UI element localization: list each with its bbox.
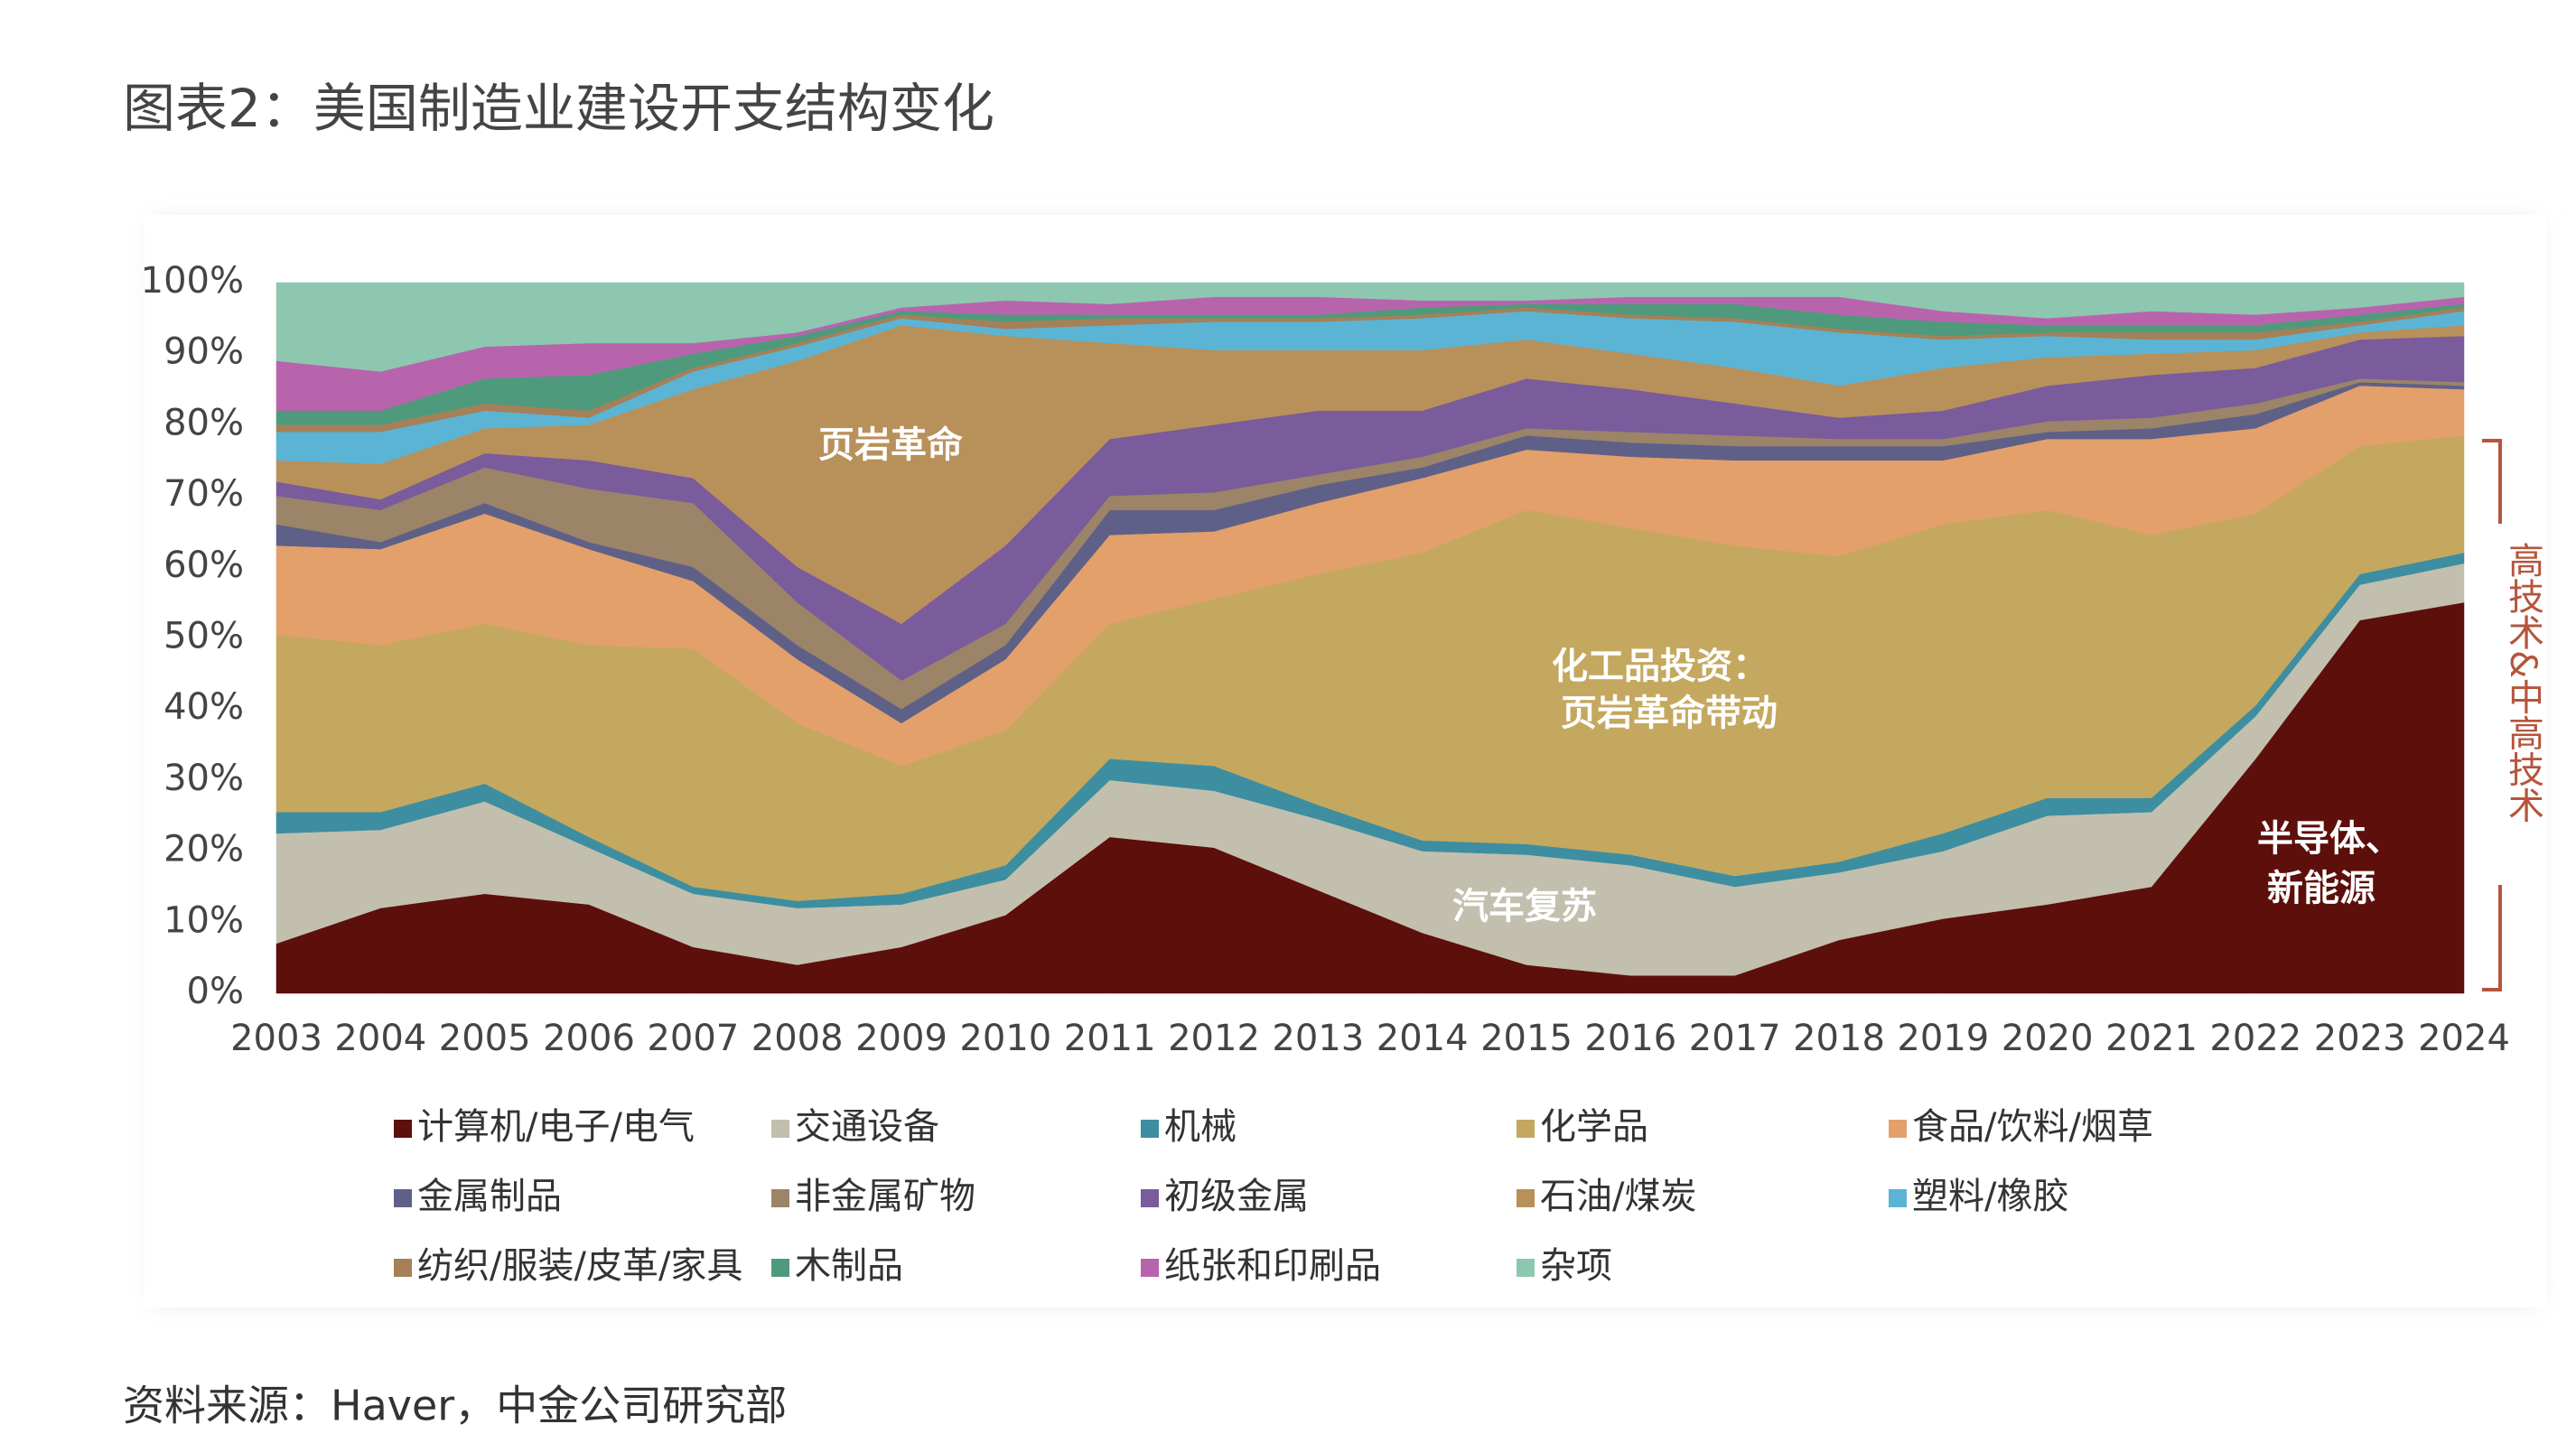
y-tick-label: 80% [163,402,244,443]
legend-swatch [1517,1189,1535,1207]
x-tick-label: 2007 [647,1018,739,1059]
chart-title: 图表2：美国制造业建设开支结构变化 [123,78,994,139]
x-tick-label: 2009 [855,1018,947,1059]
area-series [275,282,2465,372]
annotation: 化工品投资： [1552,646,1769,687]
legend-label: 交通设备 [795,1106,939,1148]
annotation: 页岩革命带动 [1561,693,1778,734]
legend-swatch [771,1259,789,1277]
source-note: 资料来源：Haver，中金公司研究部 [123,1382,787,1430]
plot-area: 0% 10% 20% 30% 40% 50% 60% 70% 80% 90% 100% 2003 200… [141,260,2543,1287]
x-tick-label: 2004 [334,1018,426,1059]
annotation: 页岩革命 [818,424,963,466]
y-tick-label: 10% [163,899,244,941]
x-tick-label: 2020 [2002,1018,2094,1059]
legend-label: 纸张和印刷品 [1164,1245,1381,1287]
legend-label: 初级金属 [1164,1176,1309,1217]
legend-swatch [394,1259,412,1277]
bracket-label: 高技术&中高技术 [2502,542,2543,823]
legend-label: 机械 [1164,1106,1237,1148]
x-tick-label: 2006 [543,1018,635,1059]
x-tick-label: 2003 [230,1018,322,1059]
legend-label: 杂项 [1540,1245,1612,1287]
x-tick-label: 2023 [2314,1018,2406,1059]
legend-label: 金属制品 [417,1176,562,1217]
annotation: 半导体、 [2257,818,2402,860]
x-tick-label: 2016 [1584,1018,1676,1059]
x-tick-label: 2017 [1689,1018,1781,1059]
x-tick-label: 2008 [751,1018,844,1059]
bracket [2482,439,2502,991]
legend-label: 计算机/电子/电气 [417,1106,695,1148]
legend-swatch [1889,1189,1907,1207]
y-tick-label: 70% [163,473,244,515]
x-tick-label: 2005 [439,1018,531,1059]
legend-label: 非金属矿物 [795,1176,975,1217]
y-tick-label: 20% [163,829,244,870]
x-tick-label: 2014 [1377,1018,1469,1059]
x-tick-label: 2013 [1272,1018,1364,1059]
legend-swatch [394,1120,412,1138]
legend-label: 纺织/服装/皮革/家具 [417,1245,742,1287]
x-tick-label: 2019 [1897,1018,1989,1059]
y-tick-label: 50% [163,616,244,657]
x-tick-label: 2012 [1168,1018,1260,1059]
y-tick-label: 0% [187,971,244,1012]
y-tick-label: 100% [141,260,244,302]
legend-swatch [1141,1120,1159,1138]
y-tick-label: 40% [163,686,244,728]
x-tick-label: 2018 [1793,1018,1885,1059]
legend-swatch [771,1189,789,1207]
x-tick-label: 2022 [2209,1018,2301,1059]
x-tick-label: 2021 [2105,1018,2198,1059]
x-tick-label: 2011 [1064,1018,1156,1059]
legend-swatch [394,1189,412,1207]
legend-swatch [1141,1259,1159,1277]
y-tick-label: 60% [163,544,244,586]
x-tick-label: 2015 [1480,1018,1573,1059]
legend-swatch [1889,1120,1907,1138]
legend-label: 化学品 [1540,1106,1648,1148]
legend-label: 塑料/橡胶 [1912,1176,2068,1217]
y-tick-label: 30% [163,758,244,799]
annotation: 汽车复苏 [1452,886,1597,927]
legend-swatch [771,1120,789,1138]
legend-swatch [1141,1189,1159,1207]
legend-label: 石油/煤炭 [1540,1176,1696,1217]
annotation: 新能源 [2267,868,2375,909]
legend-label: 木制品 [795,1245,903,1287]
legend-swatch [1517,1259,1535,1277]
legend-swatch [1517,1120,1535,1138]
y-tick-label: 90% [163,331,244,373]
x-tick-label: 2024 [2418,1018,2510,1059]
legend-label: 食品/饮料/烟草 [1912,1106,2153,1148]
x-tick-label: 2010 [959,1018,1051,1059]
